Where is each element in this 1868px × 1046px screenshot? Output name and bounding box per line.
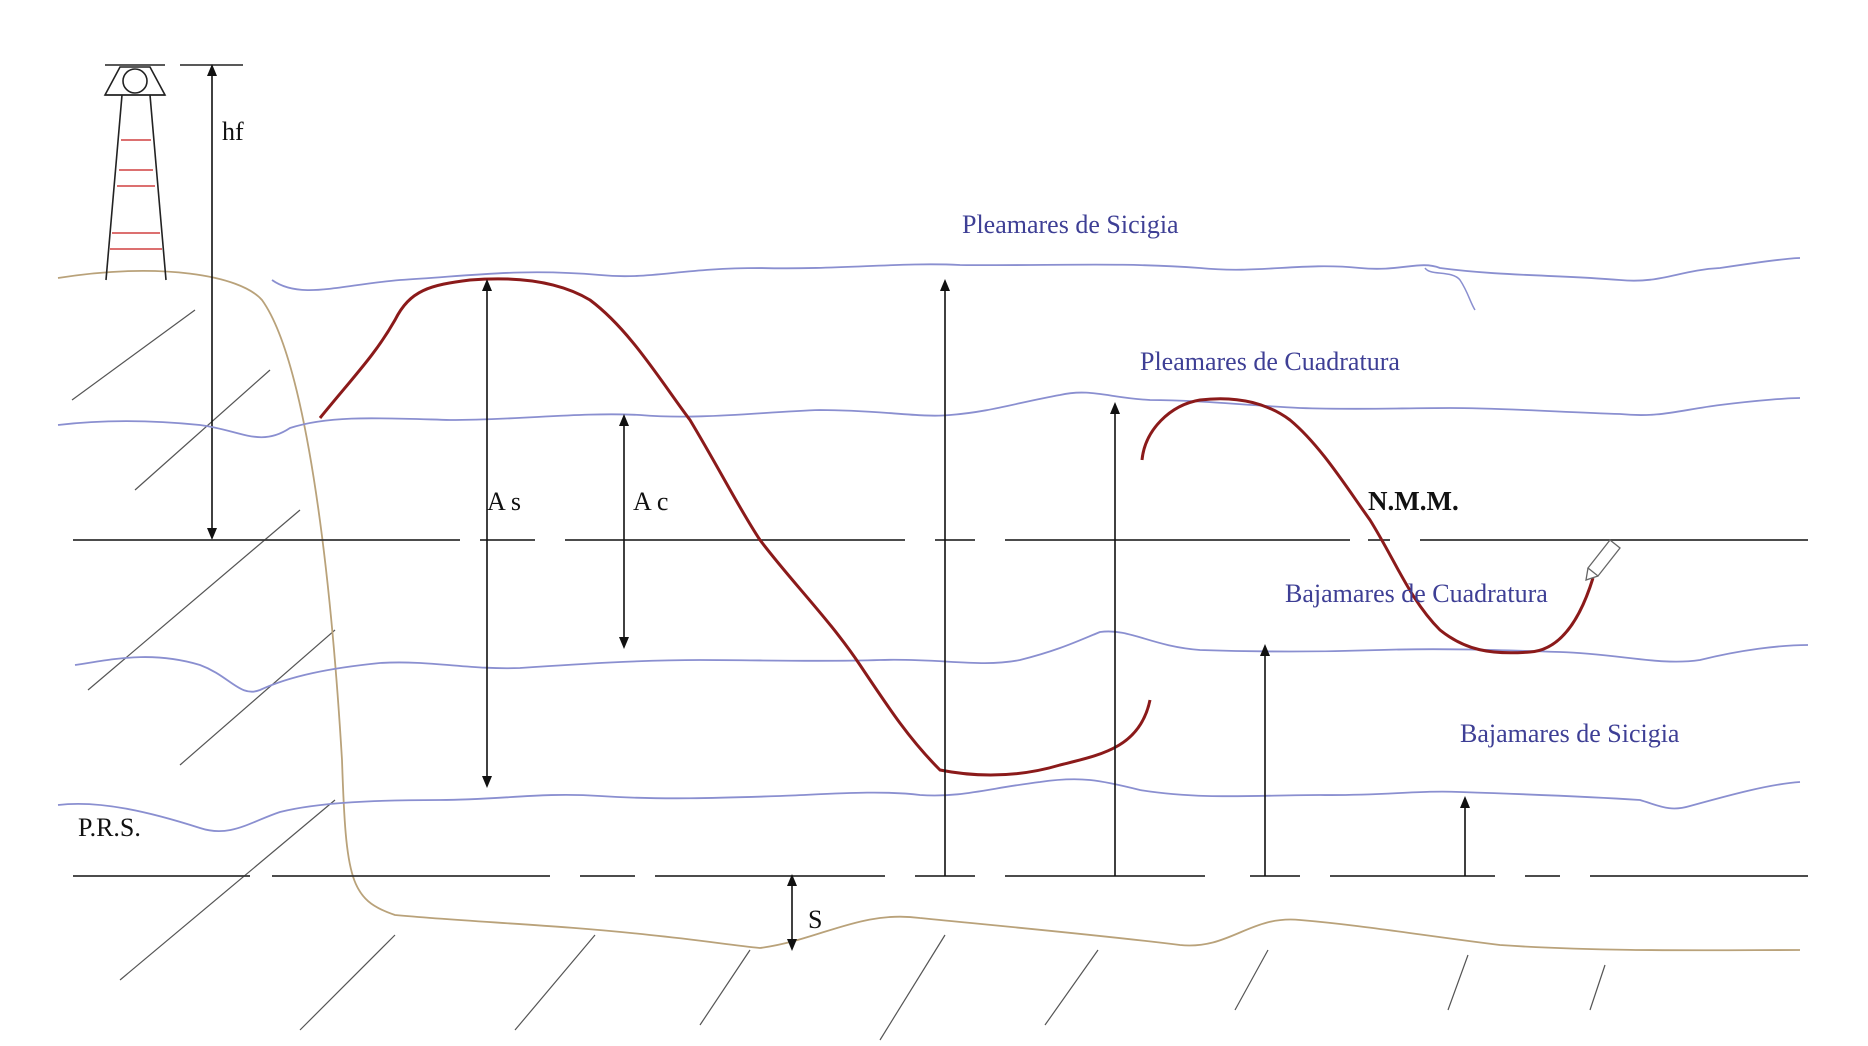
- tide-curve-sicigia: [318, 277, 1152, 777]
- label-as: A s: [487, 487, 521, 516]
- lighthouse-icon: [103, 64, 167, 281]
- label-bajamares-sicigia: Bajamares de Sicigia: [1460, 719, 1680, 748]
- label-nmm: N.M.M.: [1368, 486, 1459, 516]
- coastline: [57, 270, 1801, 952]
- label-pleamares-sicigia: Pleamares de Sicigia: [962, 210, 1179, 239]
- label-hf: hf: [222, 117, 244, 146]
- label-s: S: [808, 905, 822, 934]
- tide-curve-cuadratura: [1140, 397, 1595, 655]
- ground-hatching: [71, 309, 1606, 1041]
- tide-line-pleamares-sicigia: [271, 257, 1801, 291]
- label-prs: P.R.S.: [78, 813, 141, 842]
- label-ac: A c: [633, 487, 668, 516]
- pencil-cursor-icon: [1585, 539, 1621, 581]
- label-bajamares-cuadratura: Bajamares de Cuadratura: [1285, 579, 1548, 608]
- hf-dimension: [180, 64, 243, 540]
- tide-line-bajamares-sicigia: [57, 778, 1801, 833]
- tide-line-pleamares-cuadratura: [57, 391, 1801, 439]
- label-pleamares-cuadratura: Pleamares de Cuadratura: [1140, 347, 1400, 376]
- pleamares-sicigia-squiggle: [1424, 267, 1476, 311]
